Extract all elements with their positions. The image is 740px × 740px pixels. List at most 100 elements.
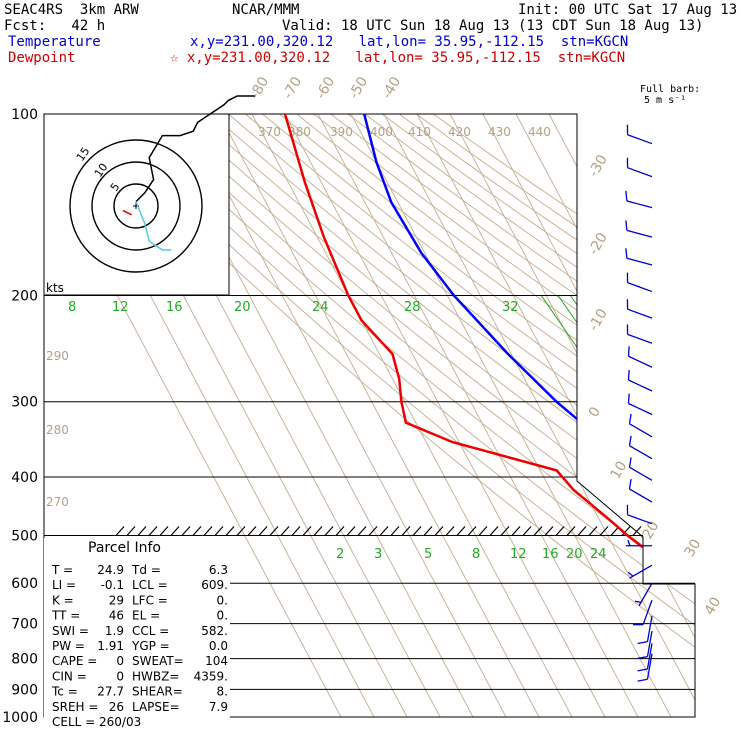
hatch-mark	[533, 526, 543, 536]
dry-adiabat-line	[176, 114, 695, 717]
isotherm-line	[482, 114, 695, 717]
hatch-mark	[192, 526, 202, 536]
parcel-param-name: LCL =	[132, 578, 168, 592]
hatch-mark	[357, 526, 367, 536]
wind-barb-staff	[627, 167, 653, 178]
init-time: Init: 00 UTC Sat 17 Aug 13	[518, 2, 738, 18]
parcel-param-name: CCL =	[132, 624, 169, 638]
isotherm-line	[714, 114, 740, 717]
wind-barb	[626, 539, 652, 547]
hatch-mark	[126, 526, 136, 536]
parcel-param-value: 0	[116, 654, 124, 668]
isotherm-label: 20	[640, 519, 663, 542]
wind-barb-flag	[627, 393, 630, 404]
isotherm-line	[647, 114, 695, 717]
wind-barb	[637, 643, 653, 672]
wind-barb-flag	[637, 678, 648, 682]
isotherm-line	[614, 114, 695, 717]
pressure-tick-label: 200	[11, 289, 38, 305]
pressure-tick-label: 900	[11, 682, 38, 698]
wind-barb-staff	[628, 379, 653, 392]
pressure-tick-label: 100	[11, 107, 38, 123]
wind-barb	[628, 457, 653, 481]
isotherm-label: -80	[247, 74, 272, 102]
wind-barb-flag	[637, 668, 648, 672]
wind-barb	[626, 299, 653, 319]
hatch-mark	[335, 526, 345, 536]
wind-barb-flag	[637, 655, 648, 660]
hodograph-ring	[91, 161, 181, 251]
isotherm-label: 30	[682, 537, 705, 560]
wind-barb	[626, 124, 653, 145]
parcel-param-name: SWI =	[52, 624, 89, 638]
hatch-mark	[511, 526, 521, 536]
parcel-param-name: SREH =	[52, 700, 98, 714]
isotherm-label: -10	[586, 306, 611, 334]
parcel-param-name: YGP =	[131, 639, 170, 653]
dry-adiabat-line	[159, 114, 695, 717]
dry-adiabat-line	[330, 114, 695, 717]
wind-barb	[627, 370, 653, 392]
wind-barb-flag	[628, 435, 632, 446]
moist-adiabat-line	[587, 295, 695, 717]
dry-adiabat-line	[313, 114, 695, 717]
wind-barb-staff	[628, 402, 653, 416]
isotherm-line	[350, 114, 672, 717]
hatch-mark	[632, 526, 642, 536]
center-name: NCAR/MMM	[232, 2, 300, 18]
hatch-mark	[467, 526, 477, 536]
mixing-ratio-label: 16	[166, 300, 183, 315]
isotherm-label: 40	[702, 595, 725, 618]
wind-barb-staff	[638, 582, 653, 607]
wind-barb-staff	[626, 200, 653, 209]
hodograph-ring	[69, 139, 203, 273]
isotherm-line	[284, 114, 606, 717]
dewpoint-location: ☆ x,y=231.00,320.12 lat,lon= 35.95,-112.…	[170, 50, 626, 66]
theta-label: 430	[488, 125, 511, 139]
hatch-mark	[522, 526, 532, 536]
isotherm-line	[515, 114, 695, 717]
temperature-profile-line	[362, 114, 695, 660]
hodograph-trace-cyan	[135, 201, 172, 251]
wind-barb-flag	[628, 457, 632, 468]
wind-barb	[637, 653, 653, 682]
dry-adiabat-line	[91, 114, 695, 717]
isotherm-label: -40	[379, 74, 404, 102]
hatch-mark	[346, 526, 356, 536]
hatch-mark	[544, 526, 554, 536]
parcel-param-value: 8.	[217, 685, 228, 699]
forecast-hour: Fcst: 42 h	[4, 18, 106, 34]
moist-adiabat-line	[600, 295, 695, 717]
mixing-ratio-label: 12	[510, 547, 527, 562]
wind-barb	[625, 220, 653, 238]
wind-barb-flag	[625, 248, 628, 259]
isotherm-line	[251, 114, 573, 717]
wind-barb	[634, 582, 653, 607]
hatch-mark	[478, 526, 488, 536]
parcel-param-value: 29	[109, 593, 124, 607]
theta-label: 420	[448, 125, 471, 139]
parcel-info-title: Parcel Info	[88, 540, 161, 556]
wind-barb	[626, 272, 653, 293]
hatch-mark	[555, 526, 565, 536]
parcel-param-value: 1.91	[97, 639, 124, 653]
hatch-mark	[302, 526, 312, 536]
hatch-mark	[500, 526, 510, 536]
wind-barb-staff	[629, 488, 653, 503]
hatch-mark	[434, 526, 444, 536]
wind-barb-staff	[627, 282, 653, 293]
wind-barb	[626, 324, 653, 344]
isotherm-line	[581, 114, 695, 717]
dry-adiabat-line	[398, 114, 695, 717]
parcel-param-name: T =	[51, 563, 73, 577]
hatch-mark	[181, 526, 191, 536]
hatch-mark	[445, 526, 455, 536]
wind-barb	[626, 504, 653, 525]
wind-barb	[628, 413, 653, 438]
hatch-mark	[203, 526, 213, 536]
parcel-param-value: 7.9	[209, 700, 228, 714]
hatch-mark	[390, 526, 400, 536]
dewpoint-legend: Dewpoint	[8, 50, 76, 66]
wind-barb-staff	[626, 229, 653, 238]
